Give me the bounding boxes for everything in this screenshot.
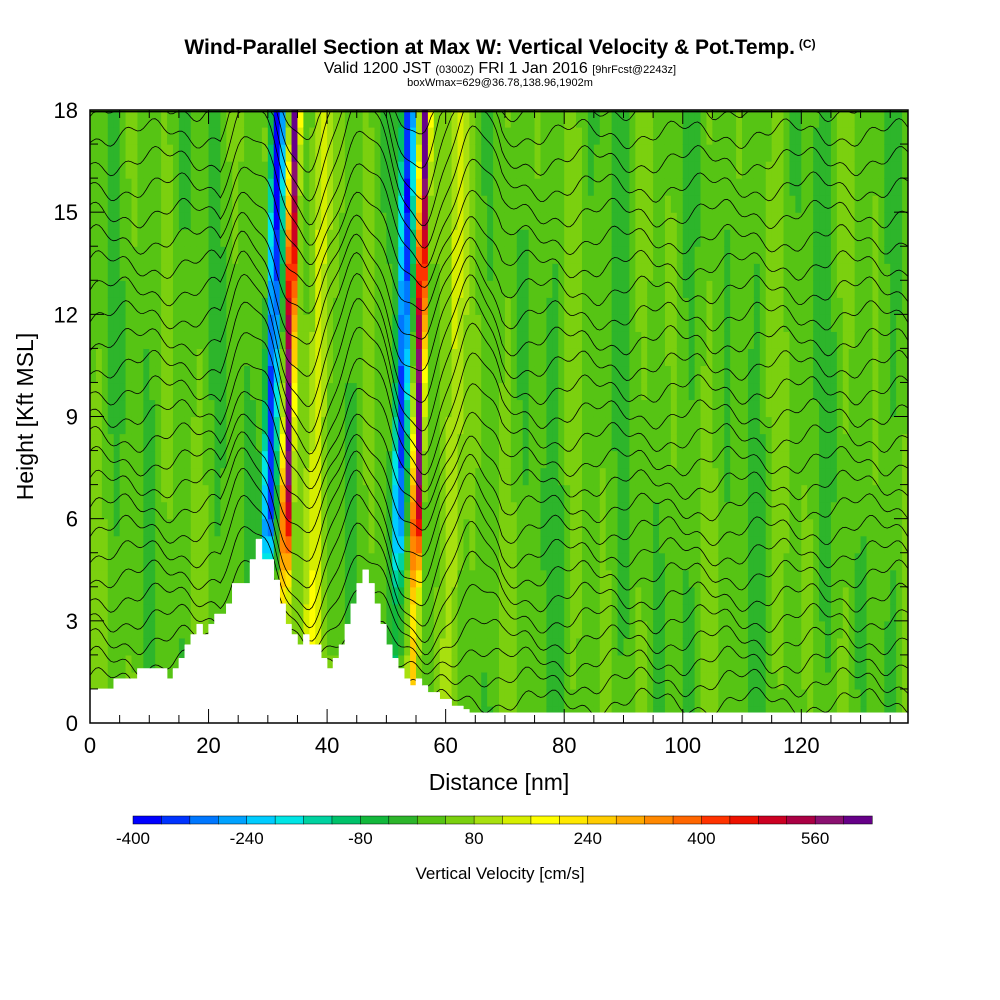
copyright-mark: (C) [798, 37, 816, 51]
theta-contour [90, 493, 908, 611]
colorbar-tick-label: 400 [687, 829, 715, 848]
theta-contour [90, 111, 908, 226]
theta-contour [90, 447, 908, 562]
colorbar-segment [218, 815, 248, 825]
colorbar-tick-label: 80 [465, 829, 484, 848]
theta-contour [90, 431, 908, 534]
colorbar-tick-label: -80 [348, 829, 373, 848]
colorbar-tick-label: 240 [574, 829, 602, 848]
colorbar-segment [587, 815, 617, 825]
colorbar-segment [189, 815, 219, 825]
theta-contour [90, 322, 908, 456]
valid-time: Valid 1200 JST [323, 60, 431, 77]
theta-contour [90, 250, 908, 377]
colorbar-segment [530, 815, 560, 825]
forecast-info: [9hrFcst@2243z] [592, 64, 677, 76]
boxwmax-info: boxWmax=629@36.78,138.96,1902m [407, 77, 593, 89]
colorbar-title: Vertical Velocity [cm/s] [415, 864, 585, 883]
x-tick-label: 80 [552, 733, 576, 758]
x-axis-label: Distance [nm] [429, 769, 570, 795]
theta-contour [90, 189, 908, 288]
colorbar-segment [331, 815, 361, 825]
utc-time: (0300Z) [435, 64, 474, 76]
x-tick-label: 60 [433, 733, 457, 758]
y-tick-label: 0 [66, 711, 78, 736]
colorbar-segment [814, 815, 845, 825]
theta-contour [90, 468, 908, 589]
theta-contour [90, 550, 908, 644]
theta-contour [90, 158, 908, 269]
colorbar-segment [672, 815, 703, 825]
theta-contour [90, 273, 908, 407]
colorbar-segment [246, 815, 276, 825]
colorbar-tick-label: 560 [801, 829, 829, 848]
colorbar-segment [502, 815, 532, 825]
colorbar-segment [786, 815, 816, 825]
colorbar-segment [758, 815, 788, 825]
y-tick-label: 9 [66, 405, 78, 430]
chart-title: Wind-Parallel Section at Max W: Vertical… [0, 36, 1000, 60]
x-tick-label: 20 [196, 733, 220, 758]
terrain-mask [89, 538, 909, 724]
chart-subtitle: Valid 1200 JST (0300Z) FRI 1 Jan 2016 [9… [0, 60, 1000, 78]
theta-contour [90, 383, 908, 493]
colorbar-segment [729, 815, 759, 825]
colorbar-segment [843, 815, 873, 825]
colorbar-segment [615, 815, 646, 825]
colorbar-segment [161, 815, 191, 825]
valid-date: FRI 1 Jan 2016 [478, 60, 588, 77]
colorbar-segment [701, 815, 731, 825]
x-tick-label: 40 [315, 733, 339, 758]
colorbar-segment [445, 815, 475, 825]
colorbar-tick-label: -240 [230, 829, 264, 848]
y-axis-label: Height [Kft MSL] [12, 333, 38, 500]
colorbar-segment [303, 815, 333, 825]
colorbar-segment [388, 815, 418, 825]
y-tick-label: 6 [66, 507, 78, 532]
x-tick-label: 0 [84, 733, 96, 758]
colorbar-segment [559, 815, 589, 825]
theta-contour [90, 411, 908, 510]
theta-contour [90, 520, 908, 629]
y-tick-label: 18 [54, 98, 78, 123]
theta-contour [90, 125, 908, 249]
theta-contour [90, 212, 908, 314]
theta-contour [90, 230, 908, 345]
x-tick-label: 120 [783, 733, 820, 758]
colorbar-tick-label: -400 [116, 829, 150, 848]
y-tick-label: 3 [66, 609, 78, 634]
y-tick-label: 12 [54, 302, 78, 327]
theta-contour [90, 352, 908, 476]
theta-contour [90, 111, 908, 202]
colorbar-segment [132, 815, 162, 825]
colorbar-segment [274, 815, 305, 825]
y-tick-label: 15 [54, 200, 78, 225]
colorbar-segment [360, 815, 390, 825]
theta-contour [90, 296, 908, 434]
colorbar-segment [416, 815, 447, 825]
chart-title-text: Wind-Parallel Section at Max W: Vertical… [184, 36, 795, 59]
colorbar-segment [473, 815, 504, 825]
colorbar-segment [644, 815, 674, 825]
x-tick-label: 100 [664, 733, 701, 758]
